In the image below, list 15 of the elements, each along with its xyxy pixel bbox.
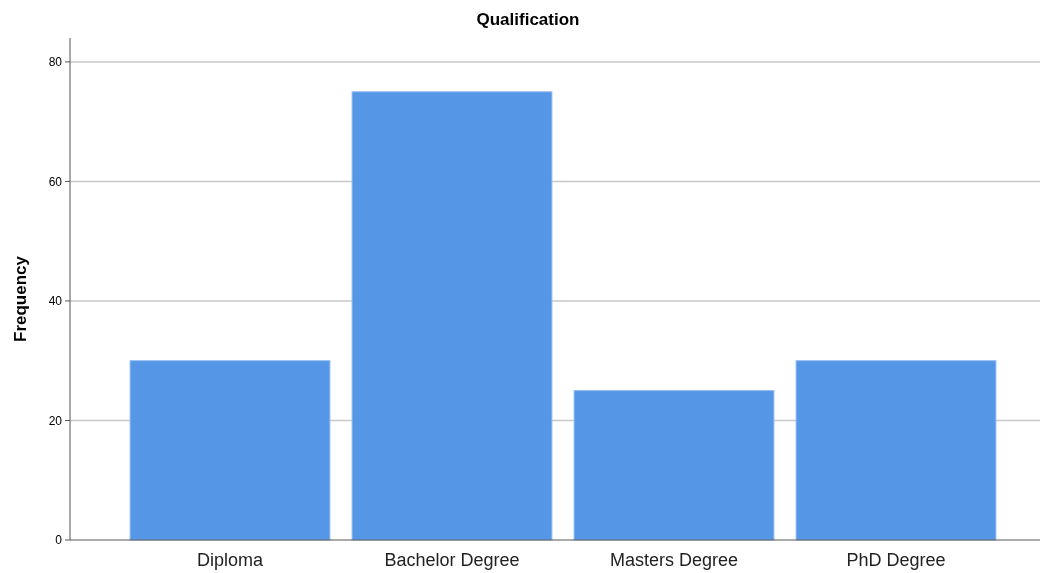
bar bbox=[573, 390, 775, 541]
y-tick-label: 80 bbox=[48, 55, 63, 70]
x-tick-label: Bachelor Degree bbox=[384, 550, 520, 570]
y-tick-label: 40 bbox=[48, 294, 63, 309]
y-tick-label: 0 bbox=[55, 533, 63, 548]
x-tick-label: Masters Degree bbox=[609, 550, 739, 570]
x-tick-label: PhD Degree bbox=[846, 550, 946, 570]
bar bbox=[351, 91, 553, 541]
bar bbox=[129, 360, 331, 541]
y-axis-title: Frequency bbox=[11, 255, 30, 342]
x-tick-label: Diploma bbox=[196, 550, 264, 570]
chart-title: Qualification bbox=[476, 10, 580, 29]
y-tick-label: 20 bbox=[48, 413, 63, 428]
y-tick-label: 60 bbox=[48, 174, 63, 189]
bar bbox=[795, 360, 997, 541]
